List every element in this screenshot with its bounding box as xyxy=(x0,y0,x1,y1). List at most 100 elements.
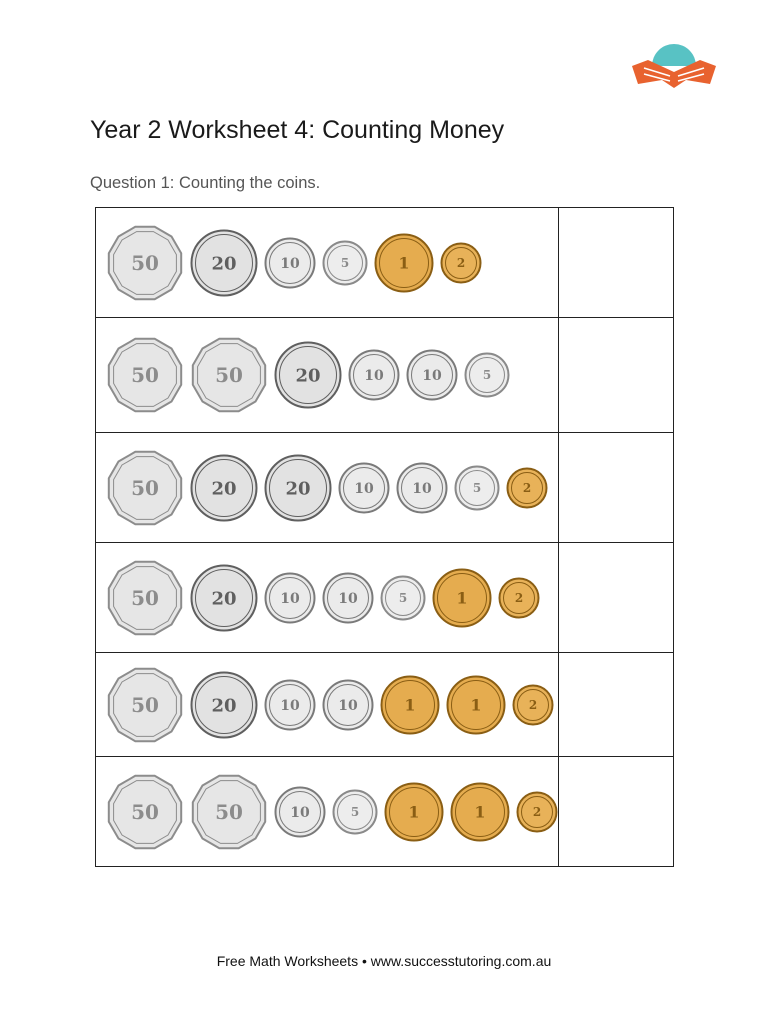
open-book-logo-icon xyxy=(632,44,716,88)
fifty-cent-coin-icon: 50 xyxy=(107,667,183,742)
twenty-cent-coin-icon: 20 xyxy=(190,671,258,738)
coin-value-label: 5 xyxy=(399,591,407,605)
fifty-cent-coin-icon: 50 xyxy=(107,450,183,525)
coin-value-label: 2 xyxy=(533,805,541,819)
one-dollar-coin-icon: 1 xyxy=(450,782,510,841)
two-dollar-coin-icon: 2 xyxy=(516,791,558,832)
fifty-cent-coin-icon: 50 xyxy=(191,774,267,849)
coin-value-label: 20 xyxy=(211,588,236,609)
twenty-cent-coin-icon: 20 xyxy=(190,454,258,521)
coin-value-label: 10 xyxy=(290,804,310,820)
two-dollar-coin-icon: 2 xyxy=(440,242,482,283)
coin-value-label: 10 xyxy=(280,697,300,713)
coin-value-label: 50 xyxy=(131,693,159,717)
answer-box[interactable] xyxy=(558,756,674,867)
coin-value-label: 20 xyxy=(285,478,310,499)
five-cent-coin-icon: 5 xyxy=(454,465,500,510)
twenty-cent-coin-icon: 20 xyxy=(274,341,342,409)
coin-group: 50 20 10 10 5 1 2 xyxy=(96,559,558,637)
coins-cell: 50 20 10 10 5 1 2 xyxy=(95,542,559,653)
coin-value-label: 10 xyxy=(280,590,300,606)
coin-value-label: 50 xyxy=(131,586,159,610)
coins-cell: 50 50 20 10 10 5 xyxy=(95,317,559,433)
coin-value-label: 20 xyxy=(295,365,320,386)
coin-row: 50 20 10 5 1 2 xyxy=(95,207,674,318)
coin-group: 50 50 20 10 10 5 xyxy=(96,336,558,414)
coin-value-label: 10 xyxy=(338,590,358,606)
coin-value-label: 10 xyxy=(422,368,442,384)
coin-value-label: 2 xyxy=(523,481,531,495)
ten-cent-coin-icon: 10 xyxy=(274,786,326,837)
twenty-cent-coin-icon: 20 xyxy=(190,564,258,631)
coin-value-label: 50 xyxy=(215,800,243,824)
coin-value-label: 1 xyxy=(408,802,419,821)
one-dollar-coin-icon: 1 xyxy=(446,675,506,734)
coin-row: 50 20 10 10 1 1 2 xyxy=(95,652,674,757)
coin-row: 50 20 10 10 5 1 2 xyxy=(95,542,674,653)
ten-cent-coin-icon: 10 xyxy=(264,572,316,623)
coin-value-label: 10 xyxy=(338,697,358,713)
fifty-cent-coin-icon: 50 xyxy=(107,774,183,849)
coin-value-label: 10 xyxy=(412,480,432,496)
twenty-cent-coin-icon: 20 xyxy=(190,229,258,296)
coin-row: 50 50 20 10 10 5 xyxy=(95,317,674,433)
five-cent-coin-icon: 5 xyxy=(332,789,378,834)
coin-value-label: 2 xyxy=(515,591,523,605)
coin-value-label: 10 xyxy=(280,255,300,271)
coins-table: 50 20 10 5 1 2 50 50 20 10 10 5 50 20 20 10 10 5 2 50 20 10 10… xyxy=(95,207,674,867)
fifty-cent-coin-icon: 50 xyxy=(107,225,183,300)
coins-cell: 50 20 10 5 1 2 xyxy=(95,207,559,318)
worksheet-title: Year 2 Worksheet 4: Counting Money xyxy=(90,116,505,144)
coin-value-label: 5 xyxy=(341,256,349,270)
coin-value-label: 50 xyxy=(131,800,159,824)
ten-cent-coin-icon: 10 xyxy=(264,679,316,730)
coin-value-label: 20 xyxy=(211,695,236,716)
answer-box[interactable] xyxy=(558,432,674,543)
coin-value-label: 50 xyxy=(131,476,159,500)
ten-cent-coin-icon: 10 xyxy=(338,462,390,513)
coin-value-label: 20 xyxy=(211,478,236,499)
coin-value-label: 1 xyxy=(456,588,467,607)
ten-cent-coin-icon: 10 xyxy=(264,237,316,288)
coin-value-label: 10 xyxy=(364,368,384,384)
ten-cent-coin-icon: 10 xyxy=(396,462,448,513)
fifty-cent-coin-icon: 50 xyxy=(191,337,267,413)
coin-row: 50 20 20 10 10 5 2 xyxy=(95,432,674,543)
coin-group: 50 20 20 10 10 5 2 xyxy=(96,449,558,527)
coin-group: 50 50 10 5 1 1 2 xyxy=(96,773,558,851)
five-cent-coin-icon: 5 xyxy=(464,352,510,398)
coins-cell: 50 20 20 10 10 5 2 xyxy=(95,432,559,543)
footer-text: Free Math Worksheets • www.successtutori… xyxy=(216,953,552,969)
twenty-cent-coin-icon: 20 xyxy=(264,454,332,521)
fifty-cent-coin-icon: 50 xyxy=(107,560,183,635)
coin-value-label: 5 xyxy=(351,805,359,819)
coin-value-label: 10 xyxy=(354,480,374,496)
ten-cent-coin-icon: 10 xyxy=(406,349,458,401)
coin-value-label: 50 xyxy=(131,251,159,275)
answer-box[interactable] xyxy=(558,207,674,318)
coins-cell: 50 50 10 5 1 1 2 xyxy=(95,756,559,867)
two-dollar-coin-icon: 2 xyxy=(498,577,540,618)
question-text: Question 1: Counting the coins. xyxy=(90,174,321,192)
fifty-cent-coin-icon: 50 xyxy=(107,337,183,413)
answer-box[interactable] xyxy=(558,542,674,653)
one-dollar-coin-icon: 1 xyxy=(374,233,434,292)
coin-value-label: 20 xyxy=(211,253,236,274)
coins-cell: 50 20 10 10 1 1 2 xyxy=(95,652,559,757)
one-dollar-coin-icon: 1 xyxy=(432,568,492,627)
ten-cent-coin-icon: 10 xyxy=(348,349,400,401)
coin-value-label: 50 xyxy=(131,363,159,387)
answer-box[interactable] xyxy=(558,317,674,433)
coin-value-label: 1 xyxy=(404,695,415,714)
one-dollar-coin-icon: 1 xyxy=(384,782,444,841)
coin-row: 50 50 10 5 1 1 2 xyxy=(95,756,674,867)
five-cent-coin-icon: 5 xyxy=(322,240,368,285)
coin-value-label: 2 xyxy=(529,698,537,712)
coin-group: 50 20 10 5 1 2 xyxy=(96,224,558,302)
coin-value-label: 1 xyxy=(470,695,481,714)
coin-value-label: 5 xyxy=(473,481,481,495)
coin-value-label: 1 xyxy=(398,253,409,272)
ten-cent-coin-icon: 10 xyxy=(322,679,374,730)
coin-value-label: 5 xyxy=(483,368,491,382)
answer-box[interactable] xyxy=(558,652,674,757)
